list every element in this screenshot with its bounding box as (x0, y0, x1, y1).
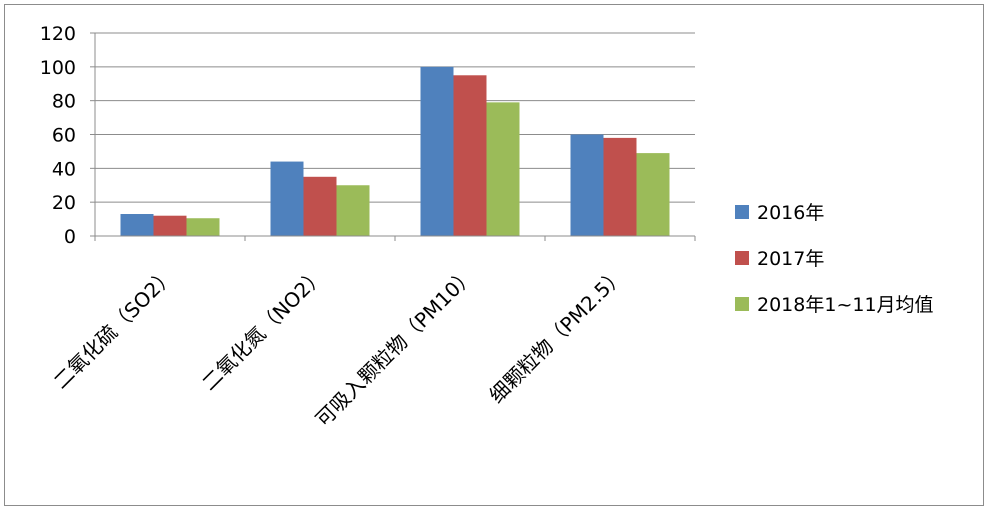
category-labels: 二氧化硫（SO2） 二氧化氮（NO2）可吸入颗粒物（PM10） 细颗粒物（PM2.5… (49, 263, 630, 432)
category-label: 二氧化硫（SO2） (49, 263, 180, 394)
y-tick-label: 120 (40, 23, 76, 45)
y-axis-ticks: 0 20 40 60 80 100 120 (40, 23, 76, 248)
y-tick-label: 20 (52, 192, 76, 214)
bar (570, 134, 604, 236)
bar (453, 75, 487, 237)
y-tick-label: 60 (52, 125, 76, 147)
y-tick-label: 80 (52, 91, 76, 113)
category-label: 细颗粒物（PM2.5） (484, 263, 629, 408)
bar (186, 218, 220, 236)
bar (120, 214, 154, 236)
legend-swatch (735, 297, 749, 311)
y-tick-label: 0 (64, 226, 76, 248)
legend-swatch (735, 205, 749, 219)
x-axis (94, 235, 696, 241)
legend-swatch (735, 251, 749, 265)
category-label: 二氧化氮（NO2） (197, 263, 330, 396)
bar (336, 185, 370, 236)
bar (153, 215, 187, 236)
bar (636, 153, 670, 236)
legend-label: 2017年 (757, 248, 824, 270)
category-label: 可吸入颗粒物（PM10） (311, 263, 480, 432)
y-tick-label: 100 (40, 57, 76, 79)
bar (303, 176, 337, 236)
legend: 2016年 2017年 2018年1~11月均值 (735, 202, 934, 316)
chart-frame (4, 4, 984, 506)
legend-label: 2016年 (757, 202, 824, 224)
legend-label: 2018年1~11月均值 (757, 294, 934, 316)
bar (420, 66, 454, 236)
bar (603, 137, 637, 236)
y-tick-label: 40 (52, 158, 76, 180)
bar (270, 161, 304, 236)
bar (486, 102, 520, 236)
bars (120, 66, 670, 237)
